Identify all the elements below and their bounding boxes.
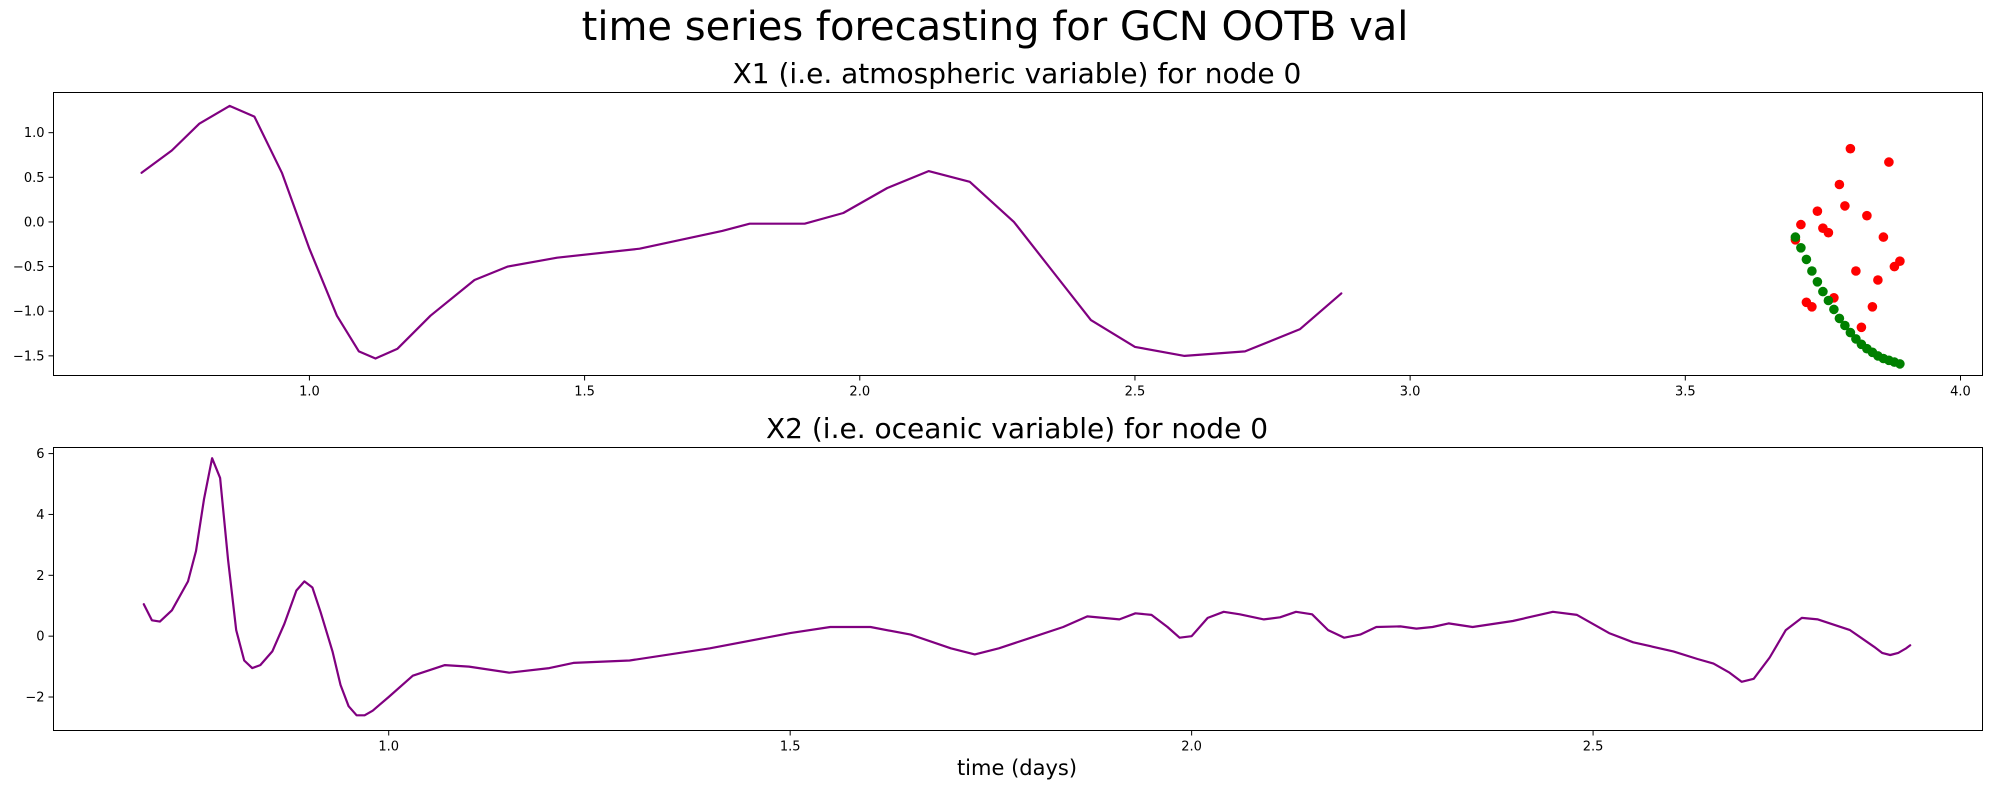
x1-scatter-point-green: [1823, 295, 1834, 306]
x1-scatter-point-green: [1801, 254, 1812, 265]
x1-x-tick-label: 2.5: [1125, 385, 1146, 400]
x2-x-tick-label: 1.5: [780, 740, 801, 755]
x1-scatter-point-green: [1845, 327, 1856, 338]
x1-y-tick-label: 0.0: [24, 215, 45, 230]
x1-y-tick-label: −1.5: [13, 349, 45, 364]
x1-scatter-point-red: [1807, 302, 1817, 312]
x2-y-tick-label: 0: [36, 630, 44, 645]
x1-scatter-point-red: [1834, 179, 1845, 190]
x1-x-tick-label: 1.5: [574, 385, 595, 400]
x1-scatter-point-red: [1845, 143, 1856, 154]
subplot-x2: X2 (i.e. oceanic variable) for node 0 1.…: [25, 412, 1983, 780]
x1-scatter-point-green: [1818, 286, 1828, 297]
subplot-x2-plot-area: 1.0 1.5 2.0 2.5 −2 0 2 4 6: [25, 447, 1912, 755]
x1-scatter-point-green: [1895, 359, 1905, 369]
subplot-x2-frame: [53, 447, 1983, 731]
x1-series-line: [140, 104, 1343, 360]
x1-scatter-point-red: [1878, 232, 1889, 242]
x2-y-tick-label: 6: [36, 447, 44, 462]
figure-title: time series forecasting for GCN OOTB val: [582, 4, 1409, 50]
x-axis-label: time (days): [957, 756, 1077, 780]
x1-scatter-point-red: [1895, 256, 1905, 267]
x1-scatter-point-green: [1796, 243, 1806, 253]
x1-scatter-point-red: [1823, 227, 1834, 238]
x1-scatter-point-red: [1856, 322, 1867, 333]
subplot-x1-title: X1 (i.e. atmospheric variable) for node …: [733, 57, 1302, 90]
x2-x-tick-label: 1.0: [378, 740, 399, 755]
x1-y-tick-label: −0.5: [13, 260, 45, 275]
x2-x-tick-label: 2.0: [1181, 740, 1202, 755]
x2-y-tick-label: 2: [36, 569, 44, 584]
x1-x-tick-label: 2.0: [849, 385, 870, 400]
x1-y-tick-label: 0.5: [24, 171, 45, 186]
x2-series-line: [142, 457, 1912, 717]
x1-x-tick-label: 1.0: [299, 385, 320, 400]
x1-scatter-point-green: [1790, 232, 1801, 242]
x1-scatter-point-green: [1829, 304, 1839, 315]
x1-x-tick-label: 4.0: [1950, 385, 1971, 400]
x1-scatter-point-red: [1812, 206, 1823, 216]
x2-y-tick-label: 4: [36, 508, 44, 523]
x1-x-tick-label: 3.5: [1675, 385, 1696, 400]
x1-scatter-point-red: [1884, 157, 1894, 167]
x1-scatter-point-red: [1867, 302, 1878, 312]
subplot-x1: X1 (i.e. atmospheric variable) for node …: [13, 57, 1983, 400]
x1-scatter-point-green: [1812, 277, 1823, 287]
x1-scatter-point-green: [1834, 313, 1845, 324]
x1-scatter-point-green: [1840, 320, 1850, 331]
subplot-x1-frame: [53, 92, 1983, 376]
x1-scatter-point-green: [1807, 266, 1817, 276]
subplot-x1-plot-area: 1.0 1.5 2.0 2.5 3.0 3.5 4.0 −1.5 −1.0 −0.5 0.0 0.5 1…: [13, 104, 1971, 400]
x1-scatter-point-red: [1862, 210, 1872, 221]
x2-y-tick-label: −2: [25, 691, 44, 706]
x1-y-tick-label: 1.0: [24, 126, 45, 141]
x1-scatter-point-red: [1840, 201, 1850, 211]
x1-scatter-point-red: [1873, 275, 1883, 285]
subplot-x2-title: X2 (i.e. oceanic variable) for node 0: [766, 412, 1268, 445]
x1-scatter-point-red: [1851, 266, 1861, 276]
x1-y-tick-label: −1.0: [13, 305, 45, 320]
x1-scatter-point-red: [1796, 219, 1806, 230]
x2-x-tick-label: 2.5: [1583, 740, 1604, 755]
x1-x-tick-label: 3.0: [1400, 385, 1421, 400]
